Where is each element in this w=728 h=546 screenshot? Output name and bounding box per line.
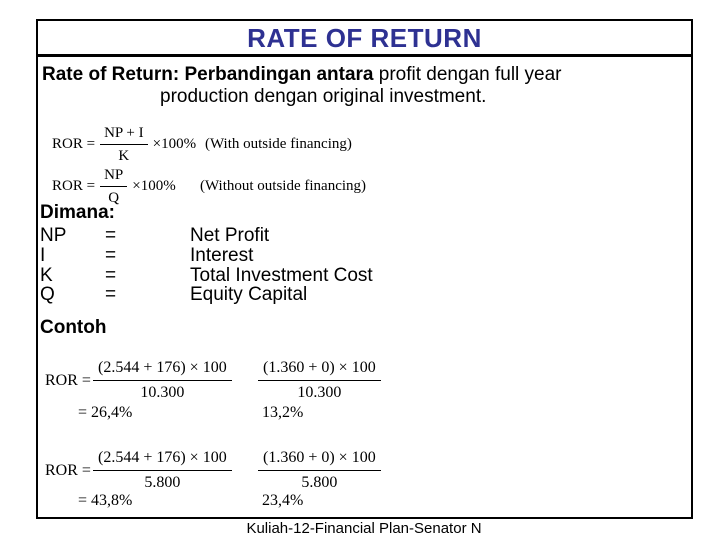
formula-note-without-financing: (Without outside financing) (200, 178, 367, 194)
ror-formula-with-financing: ROR = NP + I K ×100% (52, 124, 196, 165)
definition-row-q: Q = Equity Capital (40, 285, 600, 305)
example2-fraction-col1: (2.544 + 176) × 100 5.800 (93, 448, 232, 493)
formula-lhs: ROR = (52, 136, 96, 152)
example1-result-col1: = 26,4% (78, 404, 133, 421)
example2-fraction-col2: (1.360 + 0) × 100 5.800 (258, 448, 381, 493)
definition-row-np: NP = Net Profit (40, 226, 600, 246)
equals-sign: = (105, 225, 117, 246)
fraction-denominator: 10.300 (297, 384, 342, 401)
formula-lhs: ROR = (52, 178, 96, 194)
title-bar: RATE OF RETURN (38, 21, 691, 57)
fraction-denominator: K (118, 148, 130, 164)
fraction-numerator: (2.544 + 176) × 100 (93, 358, 232, 381)
example2-result-col1: = 43,8% (78, 492, 133, 509)
example1-fraction-col1: (2.544 + 176) × 100 10.300 (93, 358, 232, 403)
example1-result-col2: 13,2% (262, 404, 304, 421)
definition-meaning: Net Profit (190, 225, 270, 246)
definition-meaning: Total Investment Cost (190, 265, 373, 286)
fraction-numerator: NP (100, 166, 128, 187)
formula-multiplier: ×100% (152, 136, 197, 152)
definition-row-i: I = Interest (40, 246, 600, 266)
formula-multiplier: ×100% (132, 178, 176, 194)
definition-meaning: Interest (190, 245, 254, 266)
example2-lhs: ROR = (45, 462, 91, 479)
formula-note-with-financing: (With outside financing) (205, 136, 352, 152)
intro-bold-text: Rate of Return: Perbandingan antara (42, 64, 374, 85)
example1-lhs: ROR = (45, 372, 91, 389)
example1-fraction-col2: (1.360 + 0) × 100 10.300 (258, 358, 381, 403)
fraction-numerator: (1.360 + 0) × 100 (258, 358, 381, 381)
fraction: NP + I K (100, 124, 148, 165)
fraction: NP Q (100, 166, 128, 207)
fraction-denominator: 5.800 (301, 474, 338, 491)
slide-border (36, 19, 693, 519)
definition-meaning: Equity Capital (190, 284, 308, 305)
definition-symbol: NP (40, 225, 67, 246)
fraction-numerator: NP + I (100, 124, 148, 145)
ror-formula-without-financing: ROR = NP Q ×100% (52, 166, 176, 207)
fraction-numerator: (2.544 + 176) × 100 (93, 448, 232, 471)
contoh-heading: Contoh (40, 317, 107, 338)
definition-symbol: I (40, 245, 46, 266)
example2-result-col2: 23,4% (262, 492, 304, 509)
intro-line-2: production dengan original investment. (160, 86, 487, 107)
fraction-denominator: Q (108, 190, 120, 206)
equals-sign: = (105, 265, 117, 286)
equals-sign: = (105, 284, 117, 305)
equals-sign: = (105, 245, 117, 266)
dimana-heading: Dimana: (40, 202, 115, 223)
slide-title: RATE OF RETURN (247, 23, 482, 53)
definition-symbol: Q (40, 284, 55, 305)
fraction-numerator: (1.360 + 0) × 100 (258, 448, 381, 471)
definition-symbol: K (40, 265, 53, 286)
intro-regular-text: profit dengan full year (373, 64, 562, 85)
intro-line-1: Rate of Return: Perbandingan antara prof… (42, 64, 562, 86)
fraction-denominator: 5.800 (144, 474, 181, 491)
definition-row-k: K = Total Investment Cost (40, 266, 600, 286)
footer-text: Kuliah-12-Financial Plan-Senator N (246, 520, 482, 537)
fraction-denominator: 10.300 (140, 384, 185, 401)
